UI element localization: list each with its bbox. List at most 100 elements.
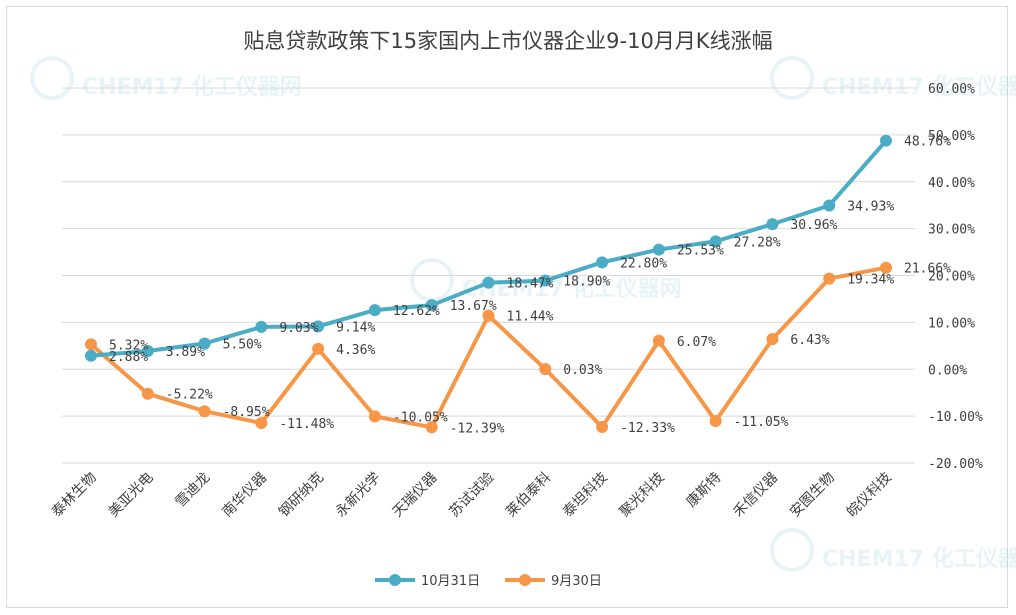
data-label: -11.05% [734, 415, 789, 430]
x-category-label: 天瑞仪器 [390, 470, 441, 521]
data-label: 27.28% [734, 235, 781, 250]
data-label: 18.47% [507, 277, 554, 292]
x-category-label: 美亚光电 [106, 470, 157, 521]
data-label: -11.48% [279, 417, 334, 432]
x-category-label: 钢研纳克 [276, 470, 327, 521]
data-point [539, 274, 552, 287]
y-tick-label: 50.00% [928, 129, 975, 144]
chart-frame [6, 6, 1008, 608]
data-label: 30.96% [790, 218, 837, 233]
data-point [823, 272, 836, 285]
data-label: 0.03% [563, 363, 602, 378]
data-point [880, 261, 892, 274]
watermark-text: CHEM17 化工仪器网 [82, 74, 302, 100]
chart-title: 贴息贷款政策下15家国内上市仪器企业9-10月月K线涨幅 [243, 29, 772, 53]
y-tick-label: 60.00% [928, 82, 975, 97]
data-label: 6.07% [677, 335, 716, 350]
data-label: -10.05% [393, 410, 448, 425]
data-point [312, 342, 325, 355]
data-point [596, 256, 609, 269]
y-tick-label: -20.00% [928, 457, 983, 472]
data-point [198, 337, 211, 350]
watermark-text: CHEM17 化工仪器网 [822, 546, 1016, 572]
x-category-label: 聚光科技 [617, 470, 668, 521]
data-point [766, 218, 779, 231]
legend: 10月31日 9月30日 [375, 574, 602, 589]
data-point [141, 345, 154, 358]
x-category-label: 苏试试验 [446, 470, 497, 521]
data-point [880, 134, 892, 147]
data-label: 48.76% [904, 135, 951, 150]
data-point [425, 299, 438, 312]
data-label: 25.53% [677, 244, 724, 259]
x-category-label: 皖仪科技 [844, 470, 895, 521]
data-point [709, 235, 722, 248]
data-label: 13.67% [450, 299, 497, 314]
data-label: 3.89% [166, 345, 205, 360]
watermark: CHEM17 化工仪器网 [30, 56, 302, 100]
watermark-logo-icon [770, 56, 814, 100]
watermark: CHEM17 化工仪器网 [770, 56, 1016, 100]
watermark-logo-icon [410, 258, 454, 302]
x-category-label: 泰坦科技 [560, 470, 611, 521]
data-point [596, 421, 609, 434]
watermark-text: CHEM17 化工仪器网 [822, 74, 1016, 100]
x-category-label: 雪迪龙 [172, 470, 213, 511]
data-label: 12.62% [393, 304, 440, 319]
data-label: 18.90% [563, 275, 610, 290]
y-tick-label: 40.00% [928, 176, 975, 191]
data-point [255, 417, 268, 430]
data-point [425, 421, 438, 434]
data-label: 34.93% [847, 200, 894, 215]
data-point [312, 320, 325, 333]
y-tick-label: 0.00% [928, 363, 967, 378]
data-label: 4.36% [336, 343, 375, 358]
x-axis-categories: 泰林生物 美亚光电 雪迪龙 南华仪器 钢研纳克 永新光学 天瑞仪器 苏试试验 莱伯泰科 泰坦科技聚… [49, 469, 895, 521]
data-point [198, 405, 211, 418]
data-label: 11.44% [507, 310, 554, 325]
data-label: 2.88% [109, 350, 148, 365]
data-label: 5.50% [223, 337, 262, 352]
data-label: 9.03% [279, 321, 318, 336]
data-point [368, 304, 381, 317]
data-point [823, 199, 836, 212]
data-label: -8.95% [223, 405, 270, 420]
data-point [85, 349, 97, 362]
x-category-label: 康斯特 [683, 469, 725, 511]
x-category-label: 禾信仪器 [730, 470, 781, 521]
data-point [255, 320, 268, 333]
y-tick-label: 10.00% [928, 316, 975, 331]
data-point [141, 387, 154, 400]
data-point [766, 333, 779, 346]
y-tick-label: 20.00% [928, 270, 975, 285]
y-tick-label: 30.00% [928, 223, 975, 238]
x-category-label: 永新光学 [333, 470, 384, 521]
data-label: 22.80% [620, 256, 667, 271]
watermark-logo-icon [30, 56, 74, 100]
data-point [482, 309, 495, 322]
watermark-logo-icon [770, 528, 814, 572]
y-tick-label: -10.00% [928, 410, 983, 425]
data-point [539, 363, 552, 376]
series-layer [85, 134, 892, 434]
data-label: -5.22% [166, 388, 213, 403]
data-point [652, 334, 665, 347]
x-category-label: 南华仪器 [219, 470, 270, 521]
legend-label: 9月30日 [551, 574, 602, 589]
x-category-label: 泰林生物 [49, 470, 100, 521]
data-labels: 2.88% 3.89% 5.50% 9.03% 9.14% 12.62% 13.67% 18.… [109, 135, 951, 437]
data-point [85, 338, 97, 351]
y-axis-ticks: 60.00% 50.00% 40.00% 30.00% 20.00% 10.00% 0.00… [928, 82, 983, 472]
data-label: 9.14% [336, 320, 375, 335]
data-label: -12.39% [450, 421, 505, 436]
x-category-label: 莱伯泰科 [503, 470, 554, 521]
data-label: 21.66% [904, 262, 951, 277]
legend-label: 10月31日 [421, 574, 480, 589]
data-label: -12.33% [620, 421, 675, 436]
data-label: 6.43% [790, 333, 829, 348]
legend-marker [519, 574, 531, 586]
data-point [652, 243, 665, 256]
data-point [482, 276, 495, 289]
